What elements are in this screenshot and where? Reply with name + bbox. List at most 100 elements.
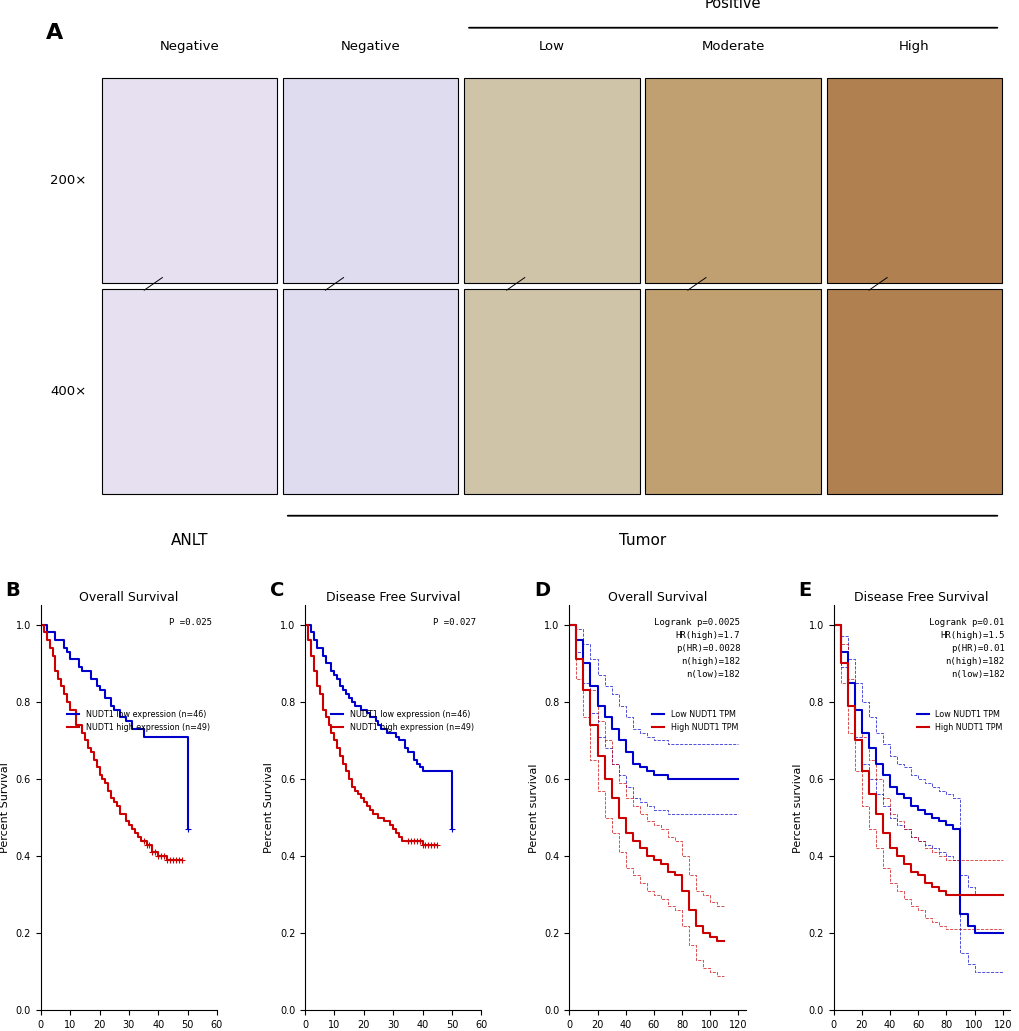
NUDT1 low expression (n=46) xyxy=(331,672,343,685)
Low NUDT1 TPM xyxy=(605,723,618,735)
NUDT1 high expression (n=49) xyxy=(392,831,405,843)
NUDT1 high expression (n=49) xyxy=(70,719,83,731)
High NUDT1 TPM xyxy=(947,889,959,901)
Low NUDT1 TPM xyxy=(883,780,896,793)
NUDT1 high expression (n=49) xyxy=(131,831,144,843)
High NUDT1 TPM xyxy=(974,889,986,901)
High NUDT1 TPM xyxy=(591,750,603,762)
High NUDT1 TPM xyxy=(996,889,1008,901)
NUDT1 low expression (n=46) xyxy=(181,823,194,835)
Bar xyxy=(825,289,1001,494)
High NUDT1 TPM xyxy=(584,719,596,731)
Low NUDT1 TPM xyxy=(876,769,889,781)
Low NUDT1 TPM xyxy=(925,811,937,824)
Low NUDT1 TPM xyxy=(897,792,909,804)
NUDT1 low expression (n=46) xyxy=(131,723,144,735)
NUDT1 high expression (n=49) xyxy=(114,807,126,820)
High NUDT1 TPM xyxy=(869,807,881,820)
Title: Disease Free Survival: Disease Free Survival xyxy=(326,591,460,604)
NUDT1 low expression (n=46) xyxy=(64,654,76,666)
High NUDT1 TPM xyxy=(570,654,582,666)
Text: Negative: Negative xyxy=(340,40,400,53)
Line: High NUDT1 TPM: High NUDT1 TPM xyxy=(833,625,1002,895)
Low NUDT1 TPM xyxy=(626,758,638,770)
NUDT1 high expression (n=49) xyxy=(372,811,384,824)
Legend: Low NUDT1 TPM, High NUDT1 TPM: Low NUDT1 TPM, High NUDT1 TPM xyxy=(648,706,741,735)
Legend: Low NUDT1 TPM, High NUDT1 TPM: Low NUDT1 TPM, High NUDT1 TPM xyxy=(913,706,1005,735)
NUDT1 high expression (n=49) xyxy=(398,834,411,846)
NUDT1 low expression (n=46) xyxy=(155,730,167,742)
Low NUDT1 TPM xyxy=(725,773,737,786)
NUDT1 high expression (n=49) xyxy=(352,789,364,801)
Bar xyxy=(645,289,820,494)
NUDT1 low expression (n=46) xyxy=(164,730,176,742)
Title: Overall Survival: Overall Survival xyxy=(79,591,178,604)
NUDT1 high expression (n=49) xyxy=(61,696,73,708)
High NUDT1 TPM xyxy=(954,889,966,901)
NUDT1 low expression (n=46) xyxy=(128,723,141,735)
NUDT1 high expression (n=49) xyxy=(119,816,131,828)
NUDT1 high expression (n=49) xyxy=(44,641,56,654)
NUDT1 high expression (n=49) xyxy=(410,834,422,846)
NUDT1 high expression (n=49) xyxy=(381,816,393,828)
Text: Logrank p=0.01
HR(high)=1.5
p(HR)=0.01
n(high)=182
n(low)=182: Logrank p=0.01 HR(high)=1.5 p(HR)=0.01 n… xyxy=(928,618,1004,679)
Low NUDT1 TPM xyxy=(947,823,959,835)
NUDT1 low expression (n=46) xyxy=(169,730,181,742)
Low NUDT1 TPM xyxy=(911,803,923,816)
NUDT1 high expression (n=49) xyxy=(302,634,314,646)
Line: NUDT1 low expression (n=46): NUDT1 low expression (n=46) xyxy=(305,625,451,829)
NUDT1 low expression (n=46) xyxy=(175,730,187,742)
Text: E: E xyxy=(798,581,811,600)
Low NUDT1 TPM xyxy=(584,680,596,693)
NUDT1 low expression (n=46) xyxy=(172,730,184,742)
NUDT1 low expression (n=46) xyxy=(108,703,120,716)
NUDT1 low expression (n=46) xyxy=(85,672,97,685)
NUDT1 low expression (n=46) xyxy=(105,699,117,711)
Low NUDT1 TPM xyxy=(654,769,666,781)
Low NUDT1 TPM xyxy=(577,657,589,669)
Line: NUDT1 low expression (n=46): NUDT1 low expression (n=46) xyxy=(41,625,187,829)
NUDT1 high expression (n=49) xyxy=(82,742,94,755)
High NUDT1 TPM xyxy=(626,834,638,846)
NUDT1 high expression (n=49) xyxy=(161,854,173,866)
NUDT1 high expression (n=49) xyxy=(369,807,381,820)
Text: C: C xyxy=(270,581,284,600)
NUDT1 low expression (n=46) xyxy=(405,745,417,758)
High NUDT1 TPM xyxy=(717,935,730,947)
NUDT1 low expression (n=46) xyxy=(122,714,135,727)
Low NUDT1 TPM xyxy=(562,619,575,631)
Bar xyxy=(283,289,458,494)
NUDT1 low expression (n=46) xyxy=(152,730,164,742)
NUDT1 high expression (n=49) xyxy=(413,834,425,846)
Legend: NUDT1 low expression (n=46), NUDT1 high expression (n=49): NUDT1 low expression (n=46), NUDT1 high … xyxy=(64,706,213,735)
NUDT1 low expression (n=46) xyxy=(144,730,156,742)
High NUDT1 TPM xyxy=(904,865,916,877)
NUDT1 high expression (n=49) xyxy=(325,727,337,739)
NUDT1 high expression (n=49) xyxy=(416,838,428,851)
NUDT1 high expression (n=49) xyxy=(363,803,375,816)
NUDT1 high expression (n=49) xyxy=(169,854,181,866)
High NUDT1 TPM xyxy=(876,827,889,839)
NUDT1 low expression (n=46) xyxy=(125,723,138,735)
Low NUDT1 TPM xyxy=(974,927,986,939)
High NUDT1 TPM xyxy=(883,842,896,855)
Low NUDT1 TPM xyxy=(981,927,994,939)
High NUDT1 TPM xyxy=(619,827,631,839)
NUDT1 high expression (n=49) xyxy=(408,834,420,846)
Text: 200×: 200× xyxy=(51,174,87,187)
Text: Moderate: Moderate xyxy=(701,40,764,53)
High NUDT1 TPM xyxy=(710,935,722,947)
High NUDT1 TPM xyxy=(897,858,909,870)
NUDT1 high expression (n=49) xyxy=(175,854,187,866)
High NUDT1 TPM xyxy=(654,858,666,870)
Text: Low: Low xyxy=(538,40,565,53)
Text: D: D xyxy=(534,581,549,600)
NUDT1 high expression (n=49) xyxy=(375,811,387,824)
Low NUDT1 TPM xyxy=(591,699,603,711)
NUDT1 high expression (n=49) xyxy=(55,680,67,693)
NUDT1 low expression (n=46) xyxy=(99,692,111,704)
Bar xyxy=(102,289,277,494)
NUDT1 high expression (n=49) xyxy=(128,827,141,839)
High NUDT1 TPM xyxy=(862,789,874,801)
NUDT1 high expression (n=49) xyxy=(67,703,79,716)
